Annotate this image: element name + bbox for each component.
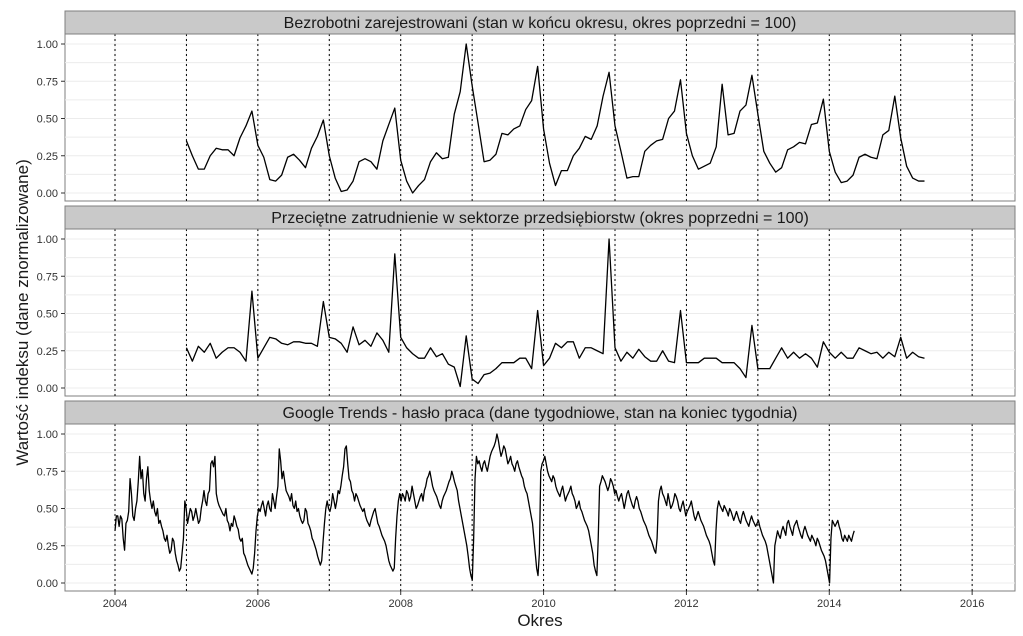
y-tick-label: 0.50 — [37, 504, 58, 516]
x-tick-label: 2016 — [960, 598, 984, 610]
y-tick-label: 0.25 — [37, 151, 58, 163]
y-tick-label: 0.75 — [37, 466, 58, 478]
y-tick-label: 0.00 — [37, 578, 58, 590]
y-tick-label: 1.00 — [37, 39, 58, 51]
x-axis-title: Okres — [517, 611, 562, 630]
y-tick-label: 1.00 — [37, 429, 58, 441]
series-line — [185, 238, 925, 388]
x-tick-label: 2008 — [388, 598, 412, 610]
y-tick-label: 0.50 — [37, 309, 58, 321]
y-tick-label: 0.00 — [37, 383, 58, 395]
x-tick-label: 2004 — [103, 598, 127, 610]
facet-strip — [64, 400, 1016, 425]
panel-background — [64, 228, 1016, 397]
x-tick-label: 2012 — [674, 598, 698, 610]
facet-panel-1: Bezrobotni zarejestrowani (stan w końcu … — [37, 10, 1016, 202]
x-tick-label: 2014 — [817, 598, 841, 610]
facet-panel-2: Przeciętne zatrudnienie w sektorze przed… — [37, 205, 1016, 397]
y-tick-label: 0.75 — [37, 271, 58, 283]
y-tick-label: 0.25 — [37, 541, 58, 553]
y-axis-title: Wartość indeksu (dane znormalizowane) — [13, 159, 32, 465]
y-tick-label: 0.50 — [37, 114, 58, 126]
x-tick-label: 2006 — [246, 598, 270, 610]
x-tick-label: 2010 — [531, 598, 555, 610]
facet-title: Przeciętne zatrudnienie w sektorze przed… — [271, 210, 809, 227]
facet-strip — [64, 205, 1016, 230]
facet-panel-3: Google Trends - hasło praca (dane tygodn… — [37, 400, 1016, 592]
facet-strip — [64, 10, 1016, 35]
y-tick-label: 0.75 — [37, 76, 58, 88]
y-tick-label: 0.25 — [37, 346, 58, 358]
series-line — [114, 433, 855, 584]
facet-title: Bezrobotni zarejestrowani (stan w końcu … — [284, 15, 797, 32]
series-line — [185, 43, 925, 194]
facet-title: Google Trends - hasło praca (dane tygodn… — [283, 405, 798, 422]
y-tick-label: 1.00 — [37, 234, 58, 246]
panel-background — [64, 33, 1016, 202]
y-tick-label: 0.00 — [37, 188, 58, 200]
